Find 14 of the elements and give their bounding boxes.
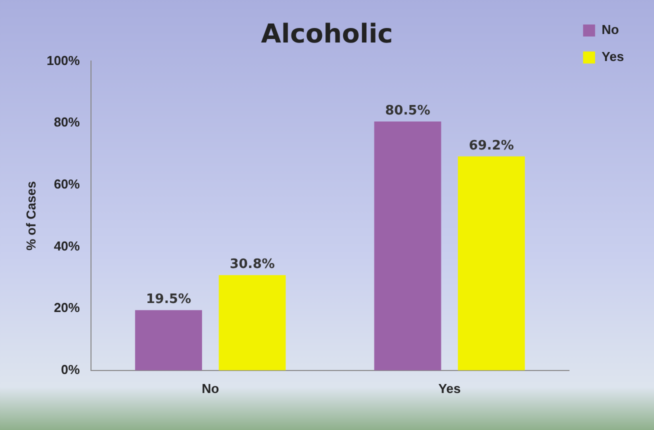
data-label: 69.2% <box>468 138 514 154</box>
y-tick-label: 20% <box>54 300 80 316</box>
y-tick-label: 80% <box>54 114 80 130</box>
legend-label: Yes <box>602 49 624 64</box>
chart-title: Alcoholic <box>261 19 393 50</box>
data-label: 19.5% <box>146 292 192 307</box>
data-label: 80.5% <box>385 103 430 118</box>
legend-label: No <box>602 22 619 38</box>
data-label: 30.8% <box>230 257 275 272</box>
y-tick-label: 100% <box>46 52 80 68</box>
y-tick-label: 40% <box>54 238 80 254</box>
y-tick-label: 0% <box>61 362 80 377</box>
y-axis-title: % of Cases <box>23 181 38 250</box>
y-tick-label: 60% <box>54 176 80 192</box>
